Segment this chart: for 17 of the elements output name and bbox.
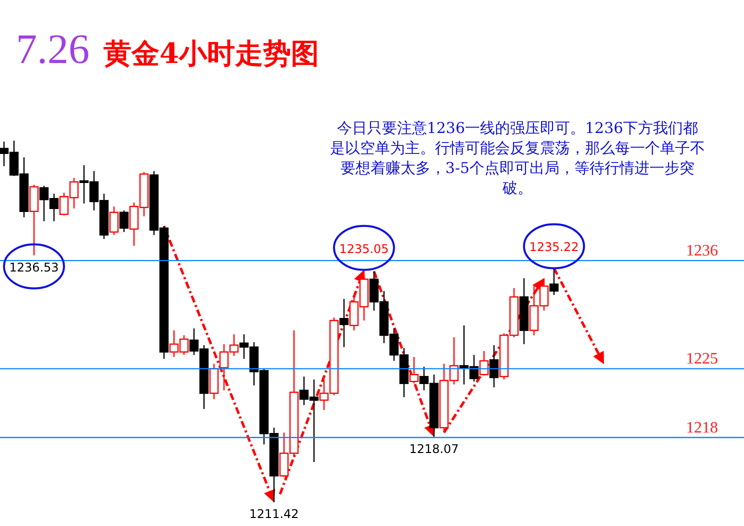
annotation: 1235.22	[529, 240, 579, 254]
annotation: 1235.05	[339, 242, 389, 256]
candlestick	[339, 298, 349, 348]
candlestick	[109, 206, 119, 236]
candlestick	[549, 268, 559, 296]
candlestick	[489, 344, 499, 388]
candlestick	[409, 356, 419, 384]
candlestick	[119, 210, 129, 233]
annotation: 1211.42	[249, 507, 299, 522]
text: 黄金4小时走势图	[104, 36, 319, 72]
annotation: 今日只要注意1236一线的强压即可。1236下方我们都是以空单为主。行情可能会反复震荡，那么每一个单子不要想着赚太多，3-5个点即可出局，等待行情进一步突破。	[330, 118, 705, 198]
annotation: 1218.07	[409, 442, 459, 456]
annotation: 1236.53	[9, 260, 59, 274]
ref-line-label: 1218	[686, 420, 718, 437]
ref-line-label: 1225	[686, 350, 718, 368]
ref-line-label: 1236	[686, 242, 718, 260]
text: 7.26	[16, 26, 90, 74]
